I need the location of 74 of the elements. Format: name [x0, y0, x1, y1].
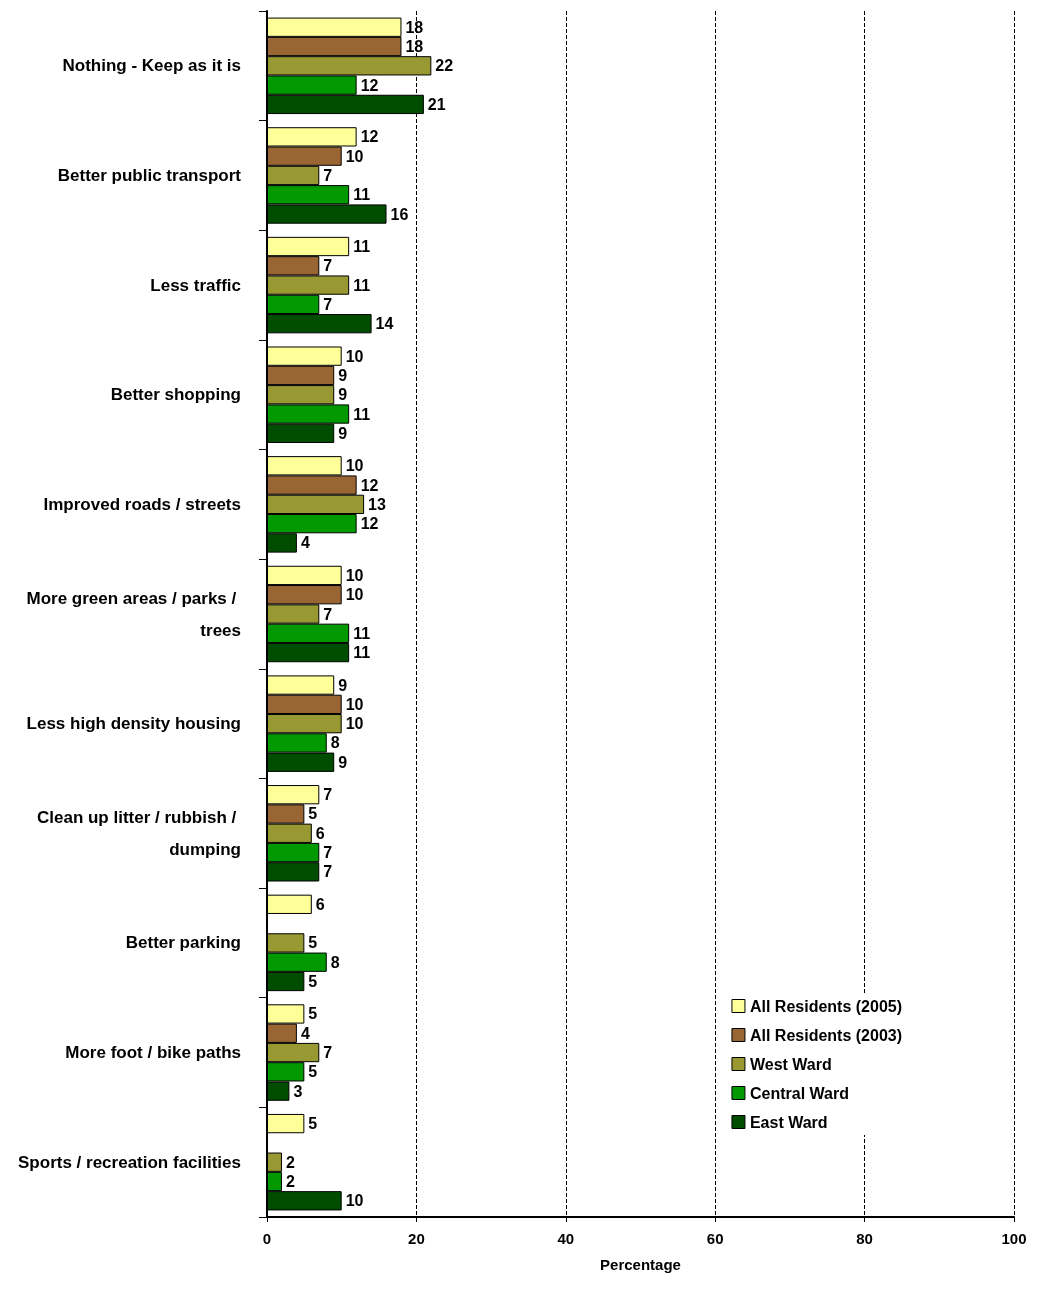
data-label: 7 [323, 844, 333, 862]
data-label: 11 [353, 405, 371, 423]
data-label: 11 [353, 238, 371, 255]
y-tick-label: Nothing - Keep as it is [62, 56, 241, 76]
data-label: 7 [323, 605, 333, 623]
x-tick-label: 100 [1001, 1230, 1027, 1247]
y-tick-label: Sports / recreation facilities [18, 1152, 241, 1172]
data-label: 12 [360, 476, 379, 494]
data-label: 7 [323, 786, 333, 804]
data-label: 8 [330, 734, 340, 752]
data-label: 5 [308, 973, 318, 990]
data-label: 5 [308, 934, 318, 952]
x-tick-label: 60 [706, 1230, 724, 1247]
data-label: 4 [300, 1024, 310, 1042]
data-label: 9 [338, 386, 348, 404]
data-label: 12 [360, 515, 379, 533]
data-label: 12 [360, 76, 379, 94]
data-label: 12 [360, 128, 379, 146]
data-label: 10 [345, 457, 364, 475]
data-label: 9 [338, 676, 348, 694]
data-label: 11 [353, 186, 371, 204]
data-label: 10 [345, 147, 364, 165]
data-label: 10 [345, 1192, 364, 1210]
data-label: 2 [285, 1172, 295, 1190]
y-tick-label: Better parking [125, 933, 241, 953]
legend-label: East Ward [749, 1113, 828, 1131]
data-label: 7 [323, 1044, 333, 1062]
legend-label: All Residents (2003) [749, 1026, 903, 1044]
data-label: 5 [308, 1063, 318, 1081]
data-label: 21 [427, 95, 446, 113]
x-tick-label: 20 [408, 1230, 425, 1247]
data-label: 9 [338, 753, 348, 771]
data-label: 10 [345, 715, 364, 733]
data-label: 9 [338, 424, 348, 442]
data-label: 16 [390, 205, 409, 223]
y-tick-label: Better public transport [57, 165, 242, 185]
y-tick-label: More green areas / parks / trees [26, 588, 241, 640]
data-label: 7 [323, 295, 333, 313]
data-label: 5 [308, 1005, 318, 1023]
data-label: 2 [285, 1153, 295, 1171]
x-tick-label: 80 [856, 1230, 873, 1247]
legend-label: All Residents (2005) [749, 997, 903, 1015]
data-label: 10 [345, 566, 364, 584]
data-label: 10 [345, 347, 364, 365]
data-label: 7 [323, 863, 333, 881]
data-label: 7 [323, 257, 333, 275]
data-label: 14 [375, 315, 394, 333]
data-label: 13 [368, 495, 387, 513]
x-tick-label: 40 [557, 1230, 575, 1247]
data-label: 10 [345, 695, 364, 713]
legend-label: West Ward [749, 1055, 832, 1073]
data-label: 6 [315, 824, 325, 842]
data-label: 22 [435, 57, 454, 75]
data-label: 6 [315, 895, 325, 913]
data-label: 4 [300, 534, 310, 552]
y-tick-label: Clean up litter / rubbish / dumping [36, 807, 241, 859]
x-tick-label: 0 [262, 1230, 272, 1247]
data-label: 5 [308, 805, 318, 823]
data-label: 7 [323, 166, 333, 184]
y-tick-label: More foot / bike paths [65, 1043, 241, 1063]
y-tick-label: Better shopping [110, 385, 241, 405]
legend-label: Central Ward [749, 1084, 849, 1102]
y-tick-label: Less traffic [150, 275, 241, 295]
data-label: 3 [293, 1082, 303, 1100]
data-label: 8 [330, 953, 340, 971]
data-label: 11 [353, 624, 371, 642]
data-label: 10 [345, 586, 364, 604]
data-label: 11 [353, 644, 371, 662]
data-label: 11 [353, 276, 371, 294]
y-tick-label: Improved roads / streets [43, 494, 241, 514]
x-axis-title: Percentage [600, 1256, 681, 1273]
y-tick-label: Less high density housing [26, 714, 241, 734]
data-label: 9 [338, 366, 348, 384]
data-label: 5 [308, 1115, 318, 1133]
